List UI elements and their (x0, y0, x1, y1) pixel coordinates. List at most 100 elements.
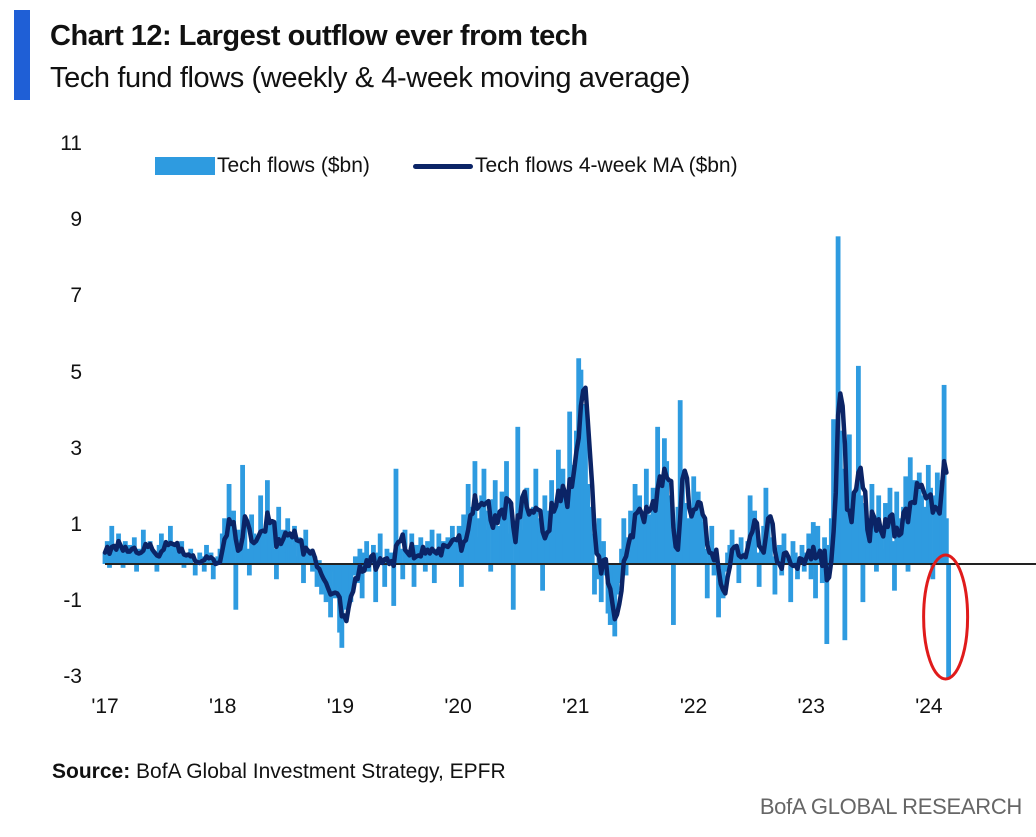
flow-bar (348, 564, 354, 603)
flow-bar (481, 468, 487, 564)
flow-bar (668, 529, 674, 564)
flow-bar (163, 541, 169, 564)
flow-bar (515, 426, 521, 564)
y-tick-label: 9 (70, 208, 82, 232)
flow-bar (276, 506, 282, 564)
flow-bar (598, 564, 604, 603)
flow-bar (930, 564, 936, 580)
flow-bar (431, 564, 437, 584)
flow-bar (359, 564, 365, 599)
flow-bar (801, 564, 807, 572)
legend-swatch-bars (155, 157, 215, 175)
flow-bar (174, 548, 180, 564)
flow-bar (612, 564, 618, 637)
flow-bar (271, 548, 277, 564)
highlight-ellipse (922, 553, 970, 681)
flow-bar (488, 564, 494, 572)
flow-bar (846, 434, 852, 564)
flow-bar (246, 564, 252, 576)
flow-bar (781, 533, 787, 564)
flow-bar (127, 544, 133, 564)
flow-bar (152, 556, 158, 564)
chart-subtitle: Tech fund flows (weekly & 4-week moving … (50, 62, 691, 94)
flow-bar (350, 564, 356, 576)
flow-bar (107, 564, 112, 568)
flow-bar (192, 564, 198, 576)
flow-bar (738, 537, 744, 564)
flow-bar (815, 525, 821, 564)
flow-bar (943, 518, 949, 564)
flow-bar (770, 556, 776, 564)
y-tick-label: 11 (60, 131, 82, 155)
flow-bar (783, 556, 789, 564)
flow-bar (274, 564, 279, 580)
legend-label-bars: Tech flows ($bn) (217, 154, 370, 177)
footer-brand: BofA GLOBAL RESEARCH (759, 794, 1022, 819)
flow-bar (242, 525, 248, 564)
flow-bar (540, 564, 545, 591)
flow-bar (310, 564, 315, 572)
title-accent-bar (14, 10, 30, 100)
flow-bar (364, 541, 370, 564)
flow-bar (777, 544, 782, 564)
x-tick-label: '21 (562, 695, 590, 718)
flow-bar (716, 564, 721, 618)
y-tick-label: 7 (70, 284, 82, 308)
x-tick-label: '20 (444, 695, 472, 718)
flow-bar (788, 564, 794, 603)
y-tick-label: 5 (70, 360, 82, 384)
flow-bar (393, 468, 399, 564)
flow-bar (637, 495, 642, 564)
x-tick-label: '24 (915, 695, 943, 718)
x-tick-label: '23 (797, 695, 825, 718)
flow-bar (244, 548, 250, 564)
flow-bar (795, 564, 800, 580)
flow-bar (181, 564, 187, 568)
flow-bar (422, 564, 428, 572)
source-note: Source: BofA Global Investment Strategy,… (52, 760, 506, 784)
flow-bar (754, 552, 760, 564)
flow-bar (874, 564, 879, 572)
flow-bar (810, 522, 816, 564)
flow-bar (314, 564, 320, 587)
flow-bar (377, 533, 383, 564)
flow-bar (860, 564, 866, 603)
flow-bar (671, 564, 676, 625)
flow-bar (691, 476, 697, 564)
flow-bar (702, 548, 708, 564)
flow-bar (458, 564, 464, 587)
flow-bar (373, 564, 379, 603)
flow-bar (449, 525, 455, 564)
flow-bar (352, 556, 358, 564)
flow-bar (524, 487, 530, 564)
legend-swatch-line (413, 163, 473, 169)
flow-bar (404, 552, 410, 564)
flow-bar (709, 525, 715, 564)
flow-bar (143, 544, 149, 564)
x-tick-label: '22 (679, 695, 708, 718)
y-tick-label: 1 (70, 512, 82, 536)
flow-bar (389, 552, 394, 564)
flow-bar (343, 564, 349, 610)
flow-bar (486, 510, 491, 564)
flow-bar (871, 525, 877, 564)
flow-bar (537, 518, 543, 564)
flow-bar (855, 365, 861, 564)
legend-label-line: Tech flows 4-week MA ($bn) (475, 154, 738, 177)
flow-bar (928, 487, 933, 564)
flow-bar (201, 564, 207, 572)
flow-bar (704, 564, 710, 599)
legend-item-bars: Tech flows ($bn) (155, 154, 370, 178)
y-tick-label: 3 (70, 436, 82, 460)
x-tick-label: '17 (91, 695, 119, 718)
x-tick-label: '19 (326, 695, 355, 718)
flow-bar (411, 564, 417, 587)
flow-bar (301, 564, 306, 584)
x-tick-label: '18 (209, 695, 237, 718)
flow-bar (682, 503, 688, 564)
source-text: BofA Global Investment Strategy, EPFR (130, 760, 506, 783)
flow-bar (722, 564, 728, 572)
y-tick-label: -3 (63, 665, 82, 689)
y-tick-label: -1 (63, 589, 82, 613)
legend-item-line: Tech flows 4-week MA ($bn) (413, 154, 738, 178)
